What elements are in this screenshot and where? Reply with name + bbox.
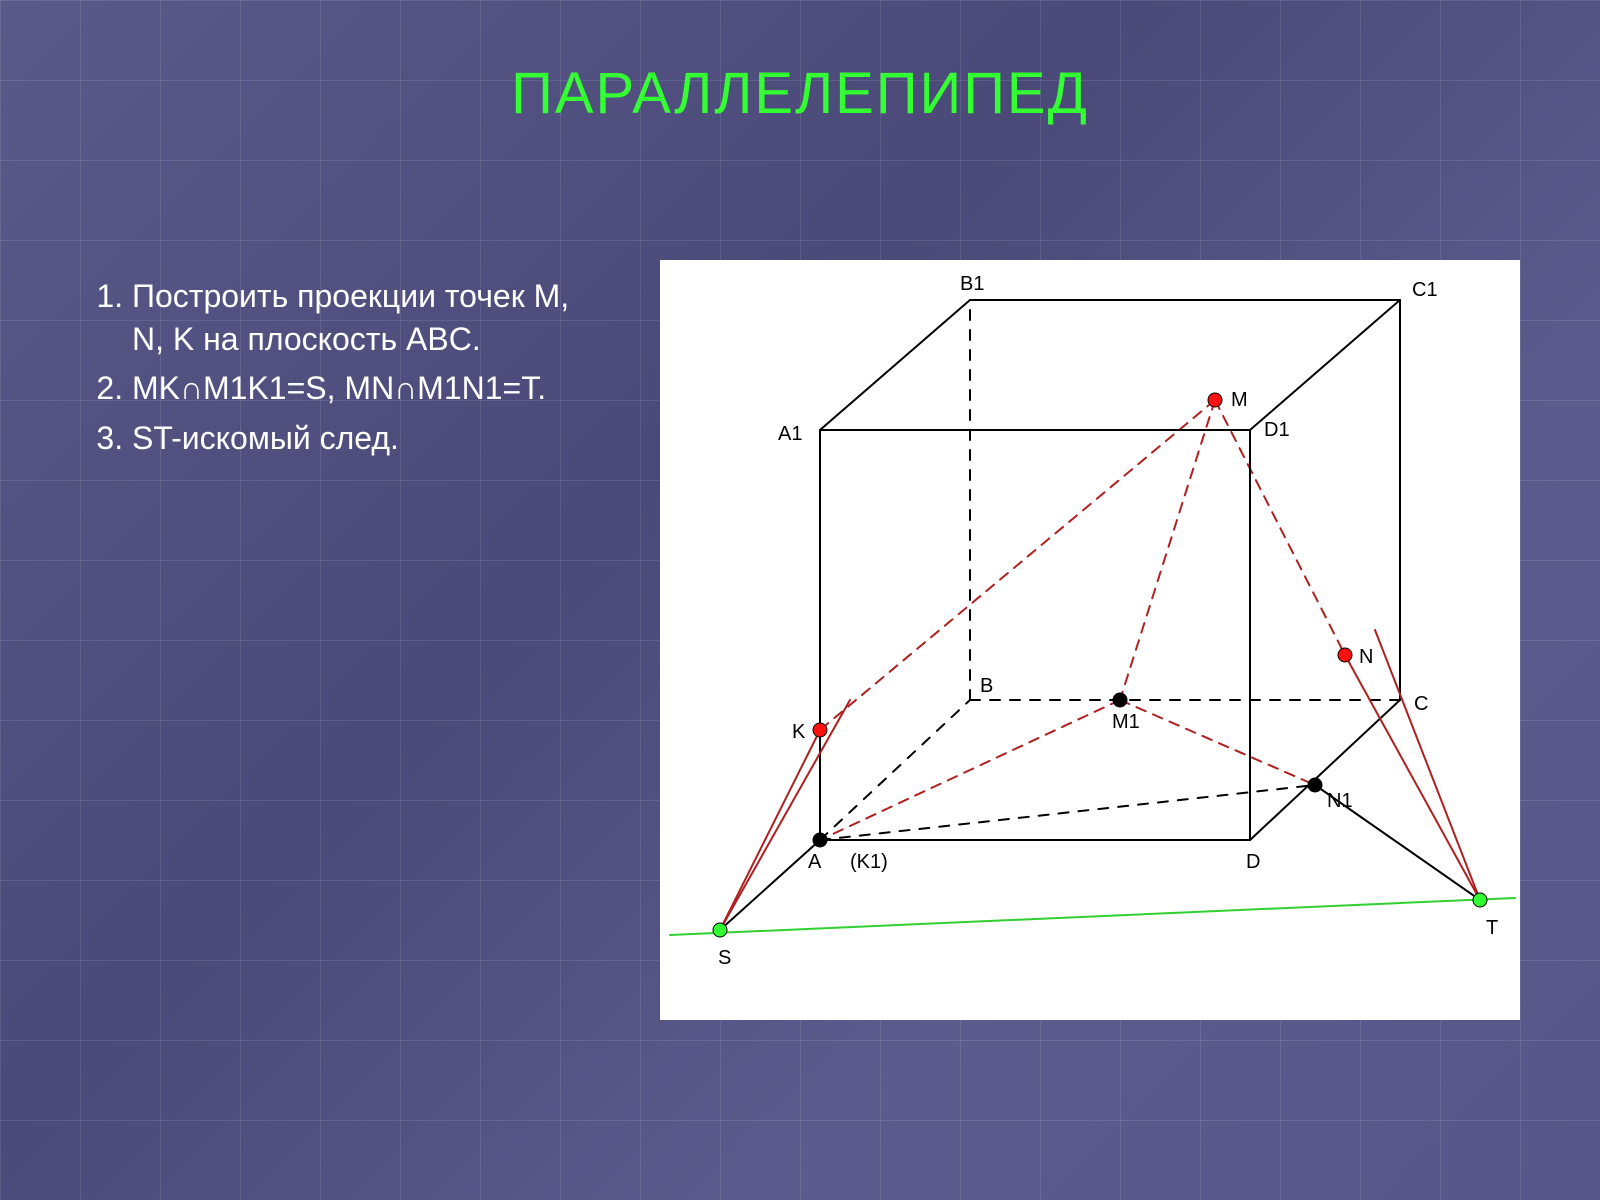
svg-text:M1: M1 [1112,711,1140,733]
geometry-svg: A B C D A1 B1 C1 D1 M N K M1 N1 (K1) S T [660,260,1520,1020]
svg-text:(K1): (K1) [850,851,888,873]
svg-text:N1: N1 [1327,790,1353,812]
svg-text:B1: B1 [960,273,984,295]
svg-text:K: K [792,721,806,743]
step-2: MK∩M1K1=S, MN∩M1N1=T. [132,367,590,410]
svg-text:D1: D1 [1264,419,1290,441]
svg-text:C1: C1 [1412,279,1438,301]
slide: ПАРАЛЛЕЛЕПИПЕД Построить проекции точек … [0,0,1600,1200]
svg-text:T: T [1486,917,1498,939]
svg-text:A: A [808,851,822,873]
svg-text:D: D [1246,851,1260,873]
step-3: ST-искомый след. [132,417,590,460]
steps-block: Построить проекции точек M, N, K на плос… [90,275,590,466]
step-1: Построить проекции точек M, N, K на плос… [132,275,590,361]
svg-text:N: N [1359,646,1373,668]
svg-text:A1: A1 [778,423,802,445]
geometry-figure: A B C D A1 B1 C1 D1 M N K M1 N1 (K1) S T [660,260,1520,1020]
svg-text:B: B [980,675,993,697]
slide-title: ПАРАЛЛЕЛЕПИПЕД [0,60,1600,127]
svg-text:S: S [718,947,731,969]
svg-text:M: M [1231,389,1248,411]
svg-text:C: C [1414,693,1428,715]
steps-list: Построить проекции точек M, N, K на плос… [90,275,590,460]
